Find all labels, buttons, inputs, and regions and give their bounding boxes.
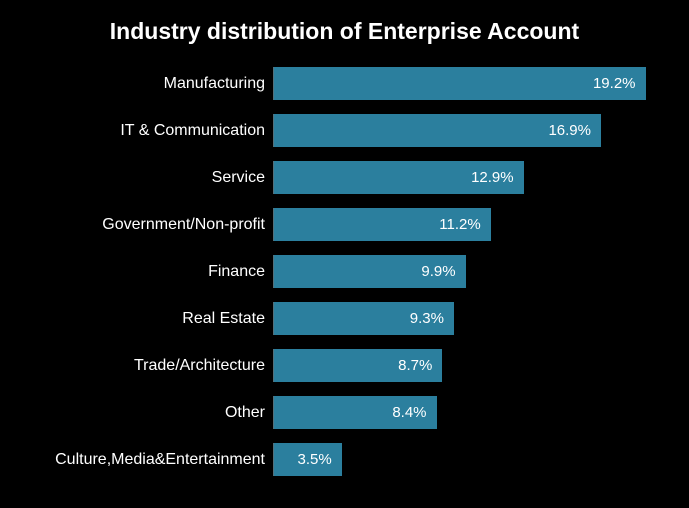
bar-track: 8.7% <box>273 349 661 382</box>
category-label: Finance <box>28 263 273 281</box>
chart-row: Other 8.4% <box>28 396 661 429</box>
bar-value: 19.2% <box>593 75 636 92</box>
category-label: Other <box>28 404 273 422</box>
chart-row: Finance 9.9% <box>28 255 661 288</box>
chart-row: Manufacturing 19.2% <box>28 67 661 100</box>
bar-track: 9.9% <box>273 255 661 288</box>
bar-chart: Manufacturing 19.2% IT & Communication 16.9… <box>28 67 661 476</box>
bar: 11.2% <box>274 208 491 241</box>
bar-value: 9.3% <box>410 310 444 327</box>
chart-row: Service 12.9% <box>28 161 661 194</box>
bar-track: 3.5% <box>273 443 661 476</box>
chart-row: Culture,Media&Entertainment 3.5% <box>28 443 661 476</box>
bar: 12.9% <box>274 161 524 194</box>
bar-value: 11.2% <box>439 216 480 233</box>
bar: 9.9% <box>274 255 466 288</box>
bar-value: 3.5% <box>298 451 332 468</box>
chart-row: Government/Non-profit 11.2% <box>28 208 661 241</box>
bar: 9.3% <box>274 302 454 335</box>
bar: 19.2% <box>274 67 646 100</box>
bar-track: 12.9% <box>273 161 661 194</box>
bar-value: 8.4% <box>392 404 426 421</box>
bar-track: 9.3% <box>273 302 661 335</box>
chart-row: IT & Communication 16.9% <box>28 114 661 147</box>
chart-row: Real Estate 9.3% <box>28 302 661 335</box>
bar-track: 8.4% <box>273 396 661 429</box>
bar-value: 16.9% <box>548 122 591 139</box>
bar-value: 12.9% <box>471 169 514 186</box>
bar-track: 19.2% <box>273 67 661 100</box>
bar: 16.9% <box>274 114 601 147</box>
category-label: IT & Communication <box>28 122 273 140</box>
chart-row: Trade/Architecture 8.7% <box>28 349 661 382</box>
bar: 8.4% <box>274 396 437 429</box>
bar-track: 11.2% <box>273 208 661 241</box>
category-label: Culture,Media&Entertainment <box>28 451 273 469</box>
bar: 3.5% <box>274 443 342 476</box>
category-label: Government/Non-profit <box>28 216 273 234</box>
chart-title: Industry distribution of Enterprise Acco… <box>28 18 661 45</box>
bar-value: 9.9% <box>421 263 455 280</box>
category-label: Manufacturing <box>28 75 273 93</box>
bar-track: 16.9% <box>273 114 661 147</box>
bar: 8.7% <box>274 349 442 382</box>
category-label: Service <box>28 169 273 187</box>
bar-value: 8.7% <box>398 357 432 374</box>
category-label: Real Estate <box>28 310 273 328</box>
category-label: Trade/Architecture <box>28 357 273 375</box>
